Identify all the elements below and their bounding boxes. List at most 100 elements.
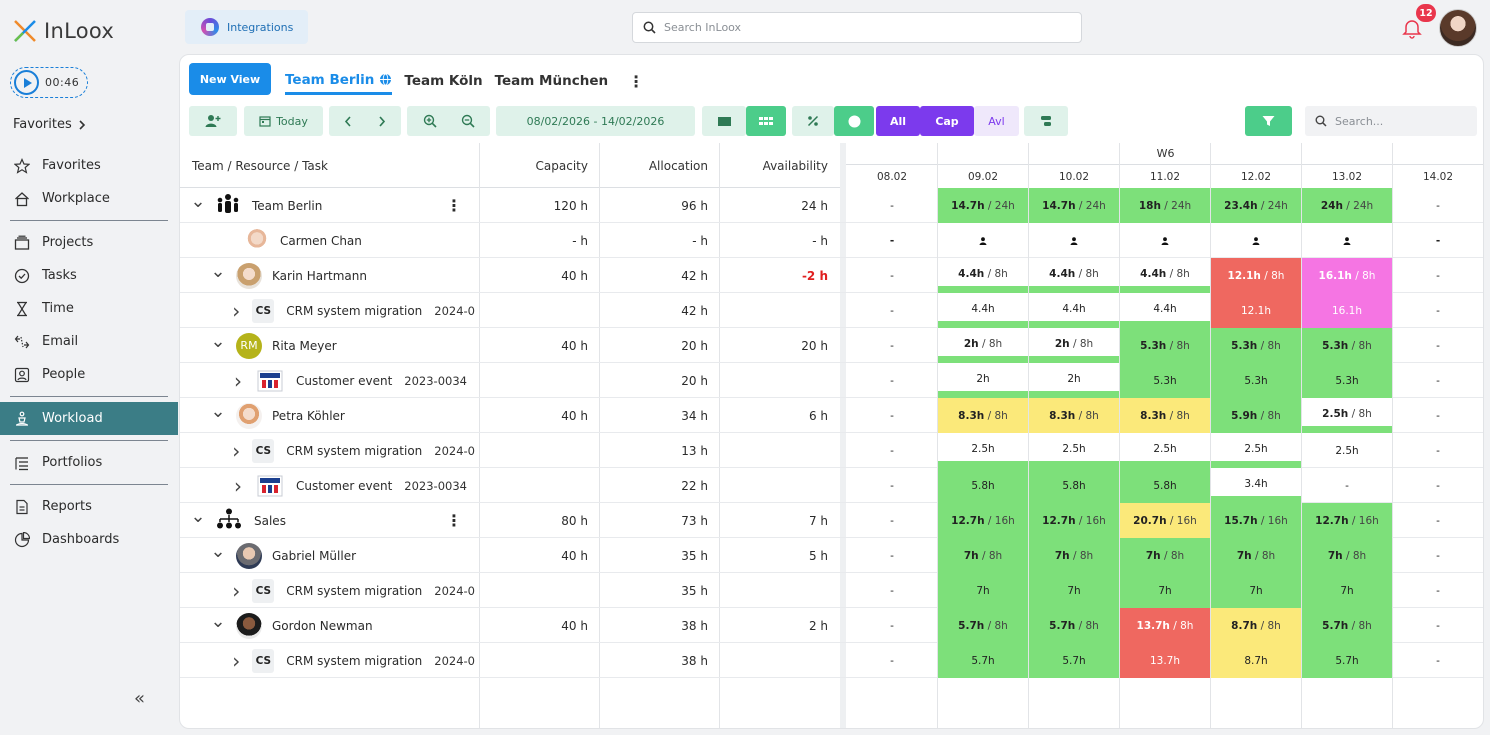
workload-cell[interactable]: - [847,538,938,573]
workload-cell[interactable]: 8.7h / 8h [1211,608,1302,643]
workload-cell[interactable] [1211,223,1302,258]
collapse-chevron-icon[interactable]: ⌄ [190,191,206,212]
workload-cell[interactable]: 20.7h / 16h [1120,503,1211,538]
workload-cell[interactable]: 7h [1029,573,1120,608]
task-row[interactable]: › CS CRM system migration 2024-0 38 h - 5.7h 5.… [180,643,1483,678]
workload-cell[interactable]: - [1393,538,1483,573]
sidebar-item-email[interactable]: Email [0,325,178,358]
workload-cell[interactable]: 16.1h [1302,293,1393,328]
collapse-chevron-icon[interactable]: ⌄ [190,506,206,527]
collapse-chevron-icon[interactable]: ⌄ [210,541,226,562]
workload-cell[interactable]: 14.7h / 24h [1029,188,1120,223]
task-row[interactable]: › CS CRM system migration 2024-0 35 h - 7h 7h 7h… [180,573,1483,608]
grid-search-input[interactable]: Search... [1305,106,1477,136]
chevron-left-icon[interactable] [344,115,352,127]
expand-chevron-icon[interactable]: › [232,438,241,463]
resource-row[interactable]: ⌄ Petra Köhler 40 h 34 h 6 h - 8.3h / 8h 8.3h /… [180,398,1483,433]
workload-cell[interactable]: - [847,363,938,398]
percent-toggle[interactable] [792,106,834,136]
column-header-name[interactable]: Team / Resource / Task [192,158,328,173]
resource-row[interactable]: Carmen Chan - h - h - h - - [180,223,1483,258]
workload-cell[interactable]: 5.9h / 8h [1211,398,1302,433]
workload-cell[interactable]: 5.3h [1302,363,1393,398]
workload-cell[interactable]: 7h / 8h [1120,538,1211,573]
task-row[interactable]: › Customer event 2023-0034 20 h - 2h 2h 5.3h 5.3… [180,363,1483,398]
today-button[interactable]: Today [244,106,323,136]
workload-cell[interactable]: 5.7h / 8h [1302,608,1393,643]
sidebar-item-people[interactable]: People [0,358,178,391]
filter-cap-button[interactable]: Cap [920,106,974,136]
resource-row[interactable]: ⌄ RM Rita Meyer 40 h 20 h 20 h - 2h / 8h 2h / 8h… [180,328,1483,363]
workload-cell[interactable]: 4.4h / 8h [1029,258,1120,293]
play-icon[interactable] [14,70,39,95]
workload-cell[interactable]: 7h [1120,573,1211,608]
zoom-out-icon[interactable] [461,114,475,128]
time-tracker[interactable]: 00:46 [10,67,88,98]
collapse-chevron-icon[interactable]: ⌄ [210,331,226,352]
workload-cell[interactable]: 13.7h [1120,643,1211,678]
bar-view-button[interactable] [702,106,746,136]
workload-cell[interactable]: - [1393,503,1483,538]
sidebar-item-tasks[interactable]: Tasks [0,259,178,292]
workload-cell[interactable]: - [847,293,938,328]
workload-cell[interactable]: 2.5h / 8h [1302,398,1393,433]
workload-cell[interactable]: 8.7h [1211,643,1302,678]
workload-cell[interactable]: 2.5h [938,433,1029,468]
workload-cell[interactable]: - [847,468,938,503]
workload-cell[interactable]: 4.4h / 8h [938,258,1029,293]
more-vertical-icon[interactable]: ⋮ [446,511,462,530]
workload-cell[interactable]: - [847,573,938,608]
workload-cell[interactable]: 7h / 8h [1029,538,1120,573]
workload-cell[interactable]: - [847,608,938,643]
workload-cell[interactable]: 15.7h / 16h [1211,503,1302,538]
sidebar-item-dashboards[interactable]: Dashboards [0,523,178,556]
workload-cell[interactable]: - [847,188,938,223]
column-header-availability[interactable]: Availability [762,158,828,173]
workload-cell[interactable]: 16.1h / 8h [1302,258,1393,293]
workload-cell[interactable]: - [847,223,938,258]
workload-cell[interactable]: - [1393,258,1483,293]
collapse-sidebar-icon[interactable]: « [134,688,146,709]
workload-cell[interactable]: 5.3h / 8h [1302,328,1393,363]
tab-team-muenchen[interactable]: Team München [495,67,608,95]
workload-cell[interactable]: 2h / 8h [1029,328,1120,363]
task-row[interactable]: › Customer event 2023-0034 22 h - 5.8h 5.8h 5.8… [180,468,1483,503]
expand-chevron-icon[interactable]: › [234,368,242,393]
workload-cell[interactable]: 3.4h [1211,468,1302,503]
workload-cell[interactable] [1029,223,1120,258]
sidebar-item-time[interactable]: Time [0,292,178,325]
team-row[interactable]: ⌄ Team Berlin ⋮ 120 h 96 h 24 h -14.7h / 24h 14… [180,188,1483,223]
collapse-chevron-icon[interactable]: ⌄ [210,261,226,282]
workload-cell[interactable]: 12.7h / 16h [938,503,1029,538]
workload-cell[interactable]: 2.5h [1029,433,1120,468]
workload-cell[interactable]: 5.7h [938,643,1029,678]
grid-view-button[interactable] [746,106,786,136]
workload-cell[interactable]: 2h [1029,363,1120,398]
workload-cell[interactable]: - [847,503,938,538]
workload-cell[interactable] [1302,223,1393,258]
more-vertical-icon[interactable]: ⋮ [628,71,645,91]
tab-team-koeln[interactable]: Team Köln [404,67,482,95]
workload-cell[interactable]: 2h / 8h [938,328,1029,363]
workload-cell[interactable]: 4.4h [1120,293,1211,328]
workload-cell[interactable]: 4.4h / 8h [1120,258,1211,293]
sidebar-item-portfolios[interactable]: Portfolios [0,446,178,479]
user-avatar[interactable] [1439,9,1477,47]
workload-cell[interactable]: 5.8h [938,468,1029,503]
workload-cell[interactable]: - [1393,223,1483,258]
workload-cell[interactable]: 7h [1302,573,1393,608]
sidebar-item-favorites[interactable]: Favorites [0,149,178,182]
resource-row[interactable]: ⌄ Gordon Newman 40 h 38 h 2 h - 5.7h / 8h 5.7h … [180,608,1483,643]
sidebar-item-reports[interactable]: Reports [0,490,178,523]
filter-avl-button[interactable]: Avl [974,106,1019,136]
workload-cell[interactable]: - [847,258,938,293]
workload-cell[interactable]: 7h / 8h [1211,538,1302,573]
workload-cell[interactable]: - [1393,188,1483,223]
workload-cell[interactable]: - [1393,398,1483,433]
column-header-allocation[interactable]: Allocation [648,158,708,173]
workload-cell[interactable]: 5.3h / 8h [1211,328,1302,363]
workload-cell[interactable]: 5.3h [1120,363,1211,398]
collapse-chevron-icon[interactable]: ⌄ [210,401,226,422]
sidebar-item-workload[interactable]: Workload [0,402,178,435]
inloox-logo[interactable]: InLoox [12,18,114,44]
